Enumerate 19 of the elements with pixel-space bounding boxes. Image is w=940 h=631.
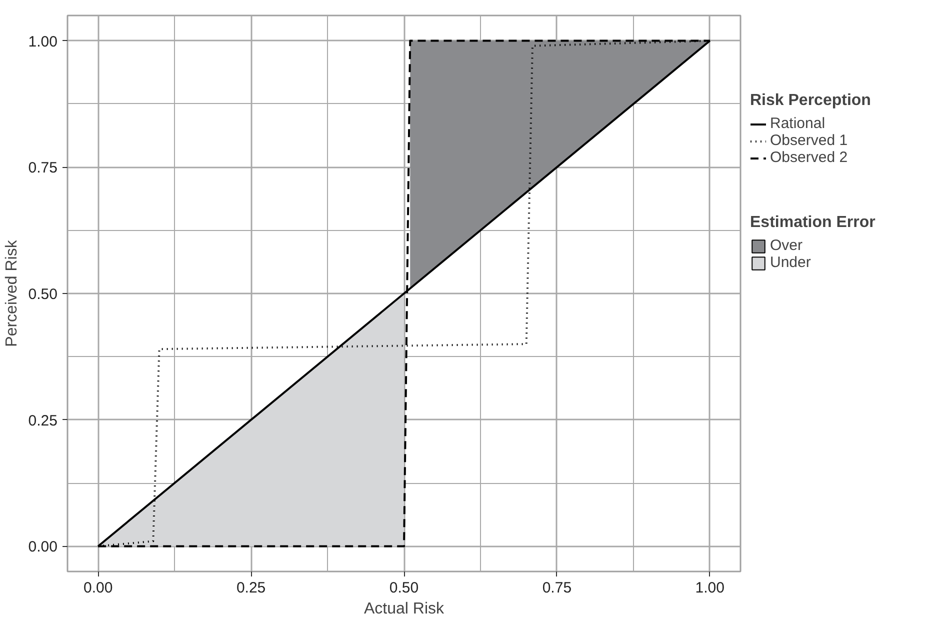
- y-tick-label: 0.75: [28, 160, 58, 177]
- legend-label: Rational: [770, 115, 826, 132]
- x-tick-label: 1.00: [695, 580, 725, 596]
- x-axis-title: Actual Risk: [364, 600, 446, 618]
- y-tick-label: 0.25: [28, 412, 58, 430]
- text: Risk Perception: [750, 92, 871, 109]
- x-tick-label: 0.75: [542, 580, 572, 596]
- legend-label: Over: [770, 237, 803, 254]
- text: Estimation Error: [750, 214, 876, 231]
- legend-label: Observed 2: [770, 149, 848, 166]
- y-tick-label: 0.00: [28, 538, 58, 556]
- legend-label: Observed 1: [770, 132, 848, 149]
- y-axis-title: Perceived Risk: [3, 239, 20, 347]
- x-tick-label: 0.50: [389, 580, 419, 596]
- legend-label: Under: [770, 254, 811, 271]
- x-tick-label: 0.25: [236, 580, 266, 596]
- x-tick-label: 0.00: [83, 580, 113, 596]
- y-tick-label: 0.50: [28, 286, 58, 303]
- y-tick-label: 1.00: [28, 33, 58, 50]
